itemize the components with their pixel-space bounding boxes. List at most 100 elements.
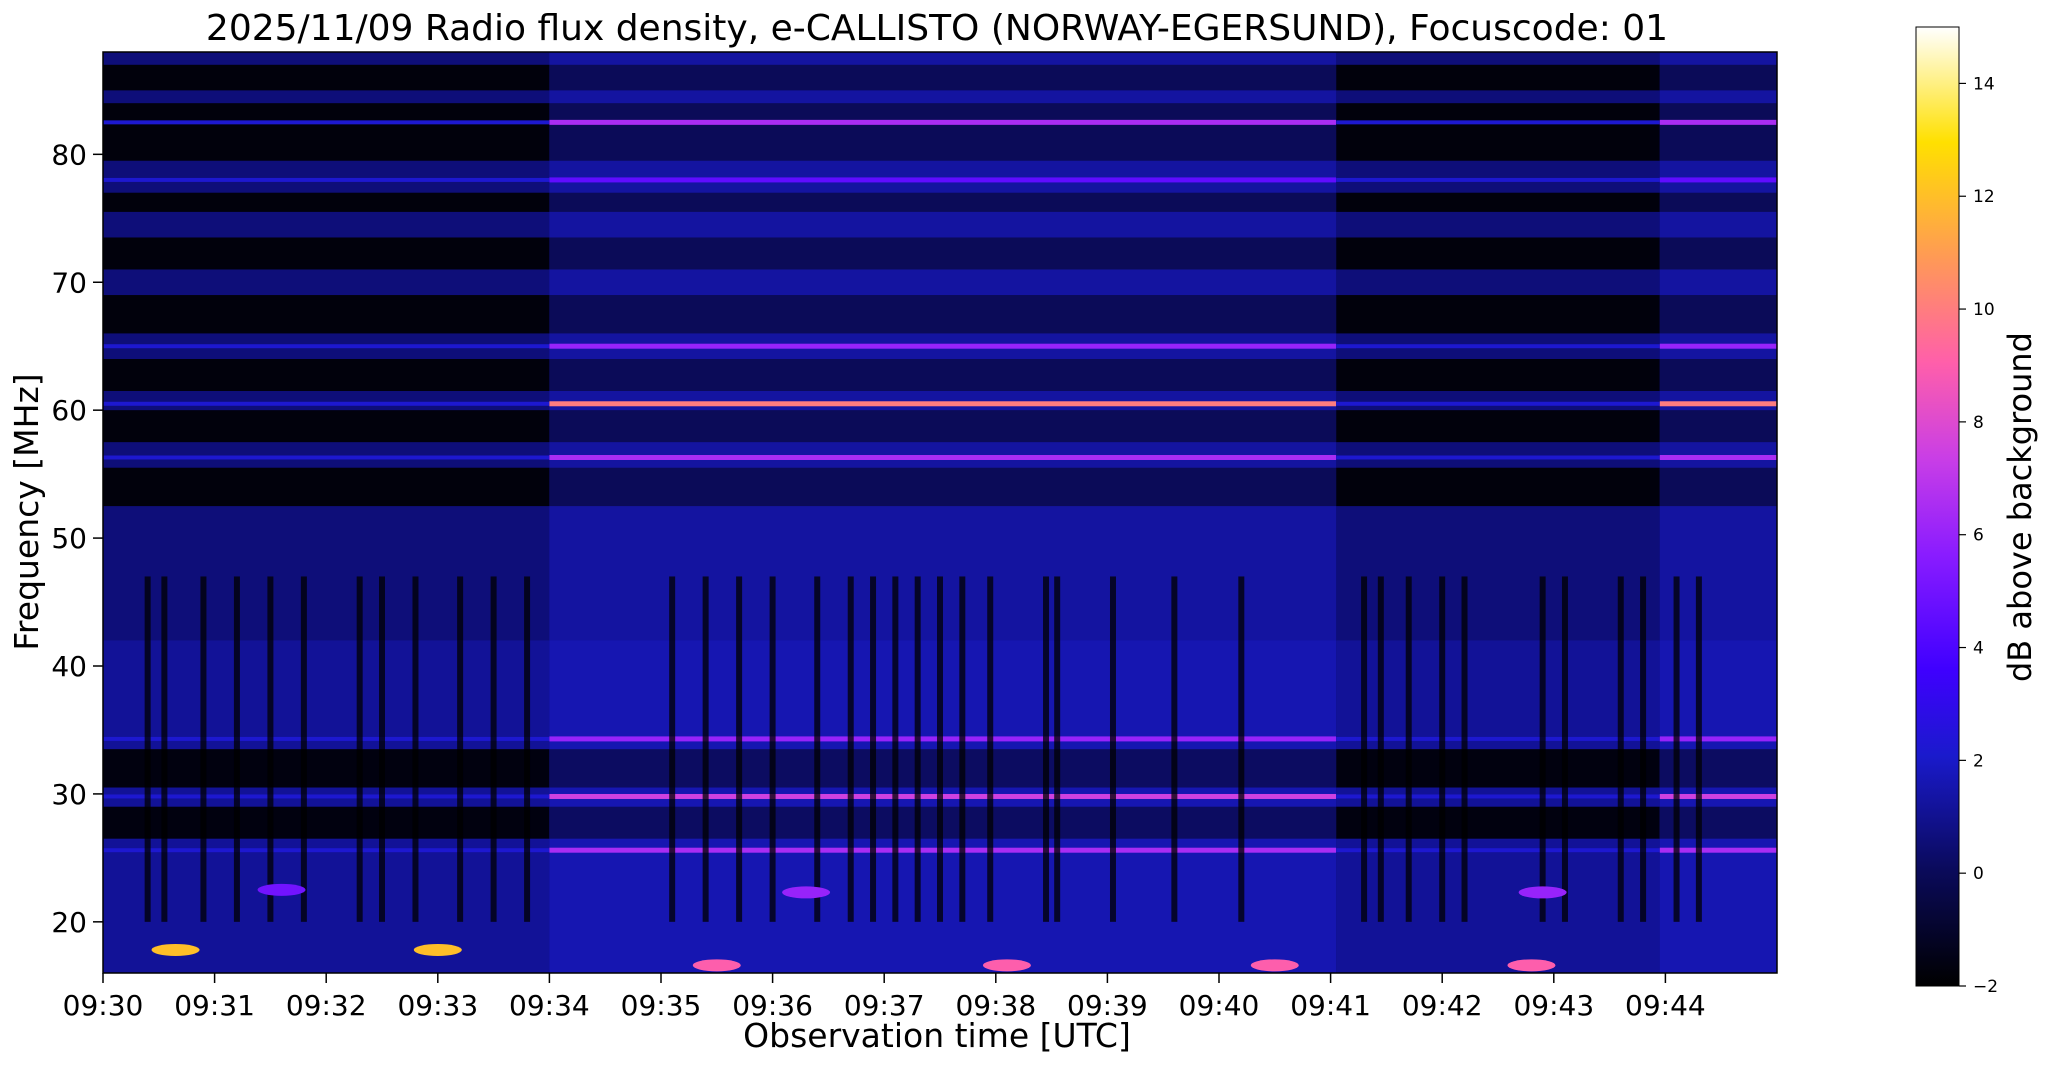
colorbar-tick-label: 8: [1973, 413, 1984, 433]
dark-gap-2-2: [549, 103, 1337, 161]
dark-gap-2-7: [549, 410, 1337, 443]
dark-streak-21: [914, 576, 921, 922]
colorbar-gradient-bar: [1915, 26, 1960, 987]
dark-gap-4-2: [1659, 103, 1777, 161]
hot-spot-2: [413, 943, 462, 956]
dark-streak-17: [814, 576, 821, 922]
dark-streak-14: [702, 576, 709, 922]
dark-streak-33: [1439, 576, 1446, 922]
dark-streak-37: [1617, 576, 1624, 922]
colorbar-tick-label: 4: [1973, 639, 1984, 659]
emission-line-2-3: [549, 343, 1337, 349]
dark-streak-38: [1640, 576, 1647, 922]
spectrogram-heatmap: [103, 52, 1777, 973]
colorbar-tick-label: 2: [1973, 751, 1984, 771]
faint-line-3-3: [1336, 344, 1660, 349]
dark-gap-1-4: [103, 237, 550, 270]
plot-frame: [102, 51, 1778, 974]
emission-line-2-5: [549, 454, 1337, 460]
dark-streak-18: [847, 576, 854, 922]
dark-gap-2-1: [549, 64, 1337, 91]
dark-gap-2-8: [549, 467, 1337, 507]
colorbar: −2 0 2 4 6 8 10 12 14 dB above background: [1915, 26, 2039, 997]
emission-line-4-3: [1659, 343, 1777, 349]
dark-gap-4-5: [1659, 295, 1777, 334]
dark-gap-2-6: [549, 359, 1337, 391]
emission-line-4-7: [1659, 793, 1777, 799]
dark-gap-2-3: [549, 192, 1337, 212]
plot-area: [103, 52, 1777, 973]
y-axis: 20 30 40 50 60 70 80: [51, 138, 103, 939]
x-tick-label: 09:43: [1513, 989, 1594, 1022]
faint-line-3-6: [1336, 736, 1660, 741]
dark-gap-3-2: [1336, 103, 1660, 161]
x-tick-label: 09:37: [844, 989, 925, 1022]
dark-streak-19: [870, 576, 877, 922]
x-tick-label: 09:36: [732, 989, 813, 1022]
dark-streak-34: [1461, 576, 1468, 922]
y-tick-label: 60: [51, 394, 87, 427]
colorbar-tick-label: 12: [1973, 187, 1995, 207]
x-tick-label: 09:44: [1625, 989, 1706, 1022]
dark-gap-4-8: [1659, 467, 1777, 507]
dark-gap-2-4: [549, 237, 1337, 270]
faint-line-1-8: [103, 848, 550, 853]
faint-line-3-4: [1336, 401, 1660, 406]
dark-gap-1-5: [103, 295, 550, 334]
emission-line-4-4: [1659, 401, 1777, 407]
faint-line-3-8: [1336, 848, 1660, 853]
dark-gap-3-5: [1336, 295, 1660, 334]
y-tick-label: 30: [51, 778, 87, 811]
x-tick-label: 09:41: [1290, 989, 1371, 1022]
faint-line-1-6: [103, 736, 550, 741]
x-tick-label: 09:30: [63, 989, 144, 1022]
dark-streak-22: [937, 576, 943, 922]
colorbar-tick-label: 6: [1973, 526, 1984, 546]
dark-streak-15: [736, 576, 743, 922]
dark-gap-3-10: [1336, 806, 1660, 839]
dark-gap-3-9: [1336, 749, 1660, 788]
dark-gap-3-3: [1336, 192, 1660, 212]
hot-spot-8: [1518, 886, 1567, 899]
colorbar-tick-label: 0: [1973, 864, 1984, 884]
y-tick-label: 70: [51, 266, 87, 299]
dark-streak-23: [959, 576, 966, 922]
faint-line-3-5: [1336, 455, 1660, 460]
dark-streak-36: [1561, 576, 1568, 922]
dark-gap-3-8: [1336, 467, 1660, 507]
emission-line-4-2: [1659, 177, 1777, 183]
dark-streak-26: [1054, 576, 1061, 922]
emission-line-4-5: [1659, 454, 1777, 460]
x-tick-label: 09:32: [286, 989, 367, 1022]
x-tick-label: 09:34: [509, 989, 590, 1022]
dark-streak-4: [233, 576, 240, 922]
dark-streak-31: [1377, 576, 1384, 922]
emission-line-2-1: [549, 119, 1337, 125]
hot-spot-5: [1250, 959, 1299, 972]
dark-streak-12: [524, 576, 531, 922]
dark-streak-9: [412, 576, 419, 922]
dark-gap-1-7: [103, 410, 550, 443]
dark-gap-4-6: [1659, 359, 1777, 391]
dark-streak-30: [1361, 576, 1368, 922]
dark-gap-1-1: [103, 64, 550, 91]
emission-line-4-1: [1659, 119, 1777, 125]
hot-spot-1: [151, 943, 200, 956]
y-tick-label: 50: [51, 522, 87, 555]
dark-streak-35: [1539, 576, 1546, 922]
colorbar-label: dB above background: [2001, 332, 2039, 682]
y-tick-label: 40: [51, 650, 87, 683]
dark-streak-25: [1043, 576, 1050, 922]
x-tick-label: 09:42: [1402, 989, 1483, 1022]
dark-gap-2-5: [549, 295, 1337, 334]
hot-spot-3: [692, 959, 741, 972]
dark-gap-3-4: [1336, 237, 1660, 270]
faint-line-1-1: [103, 120, 550, 125]
faint-line-1-3: [103, 344, 550, 349]
x-tick-label: 09:40: [1179, 989, 1260, 1022]
dark-streak-7: [356, 576, 363, 922]
faint-line-1-7: [103, 794, 550, 799]
dark-gap-4-4: [1659, 237, 1777, 270]
dark-gap-1-3: [103, 192, 550, 212]
